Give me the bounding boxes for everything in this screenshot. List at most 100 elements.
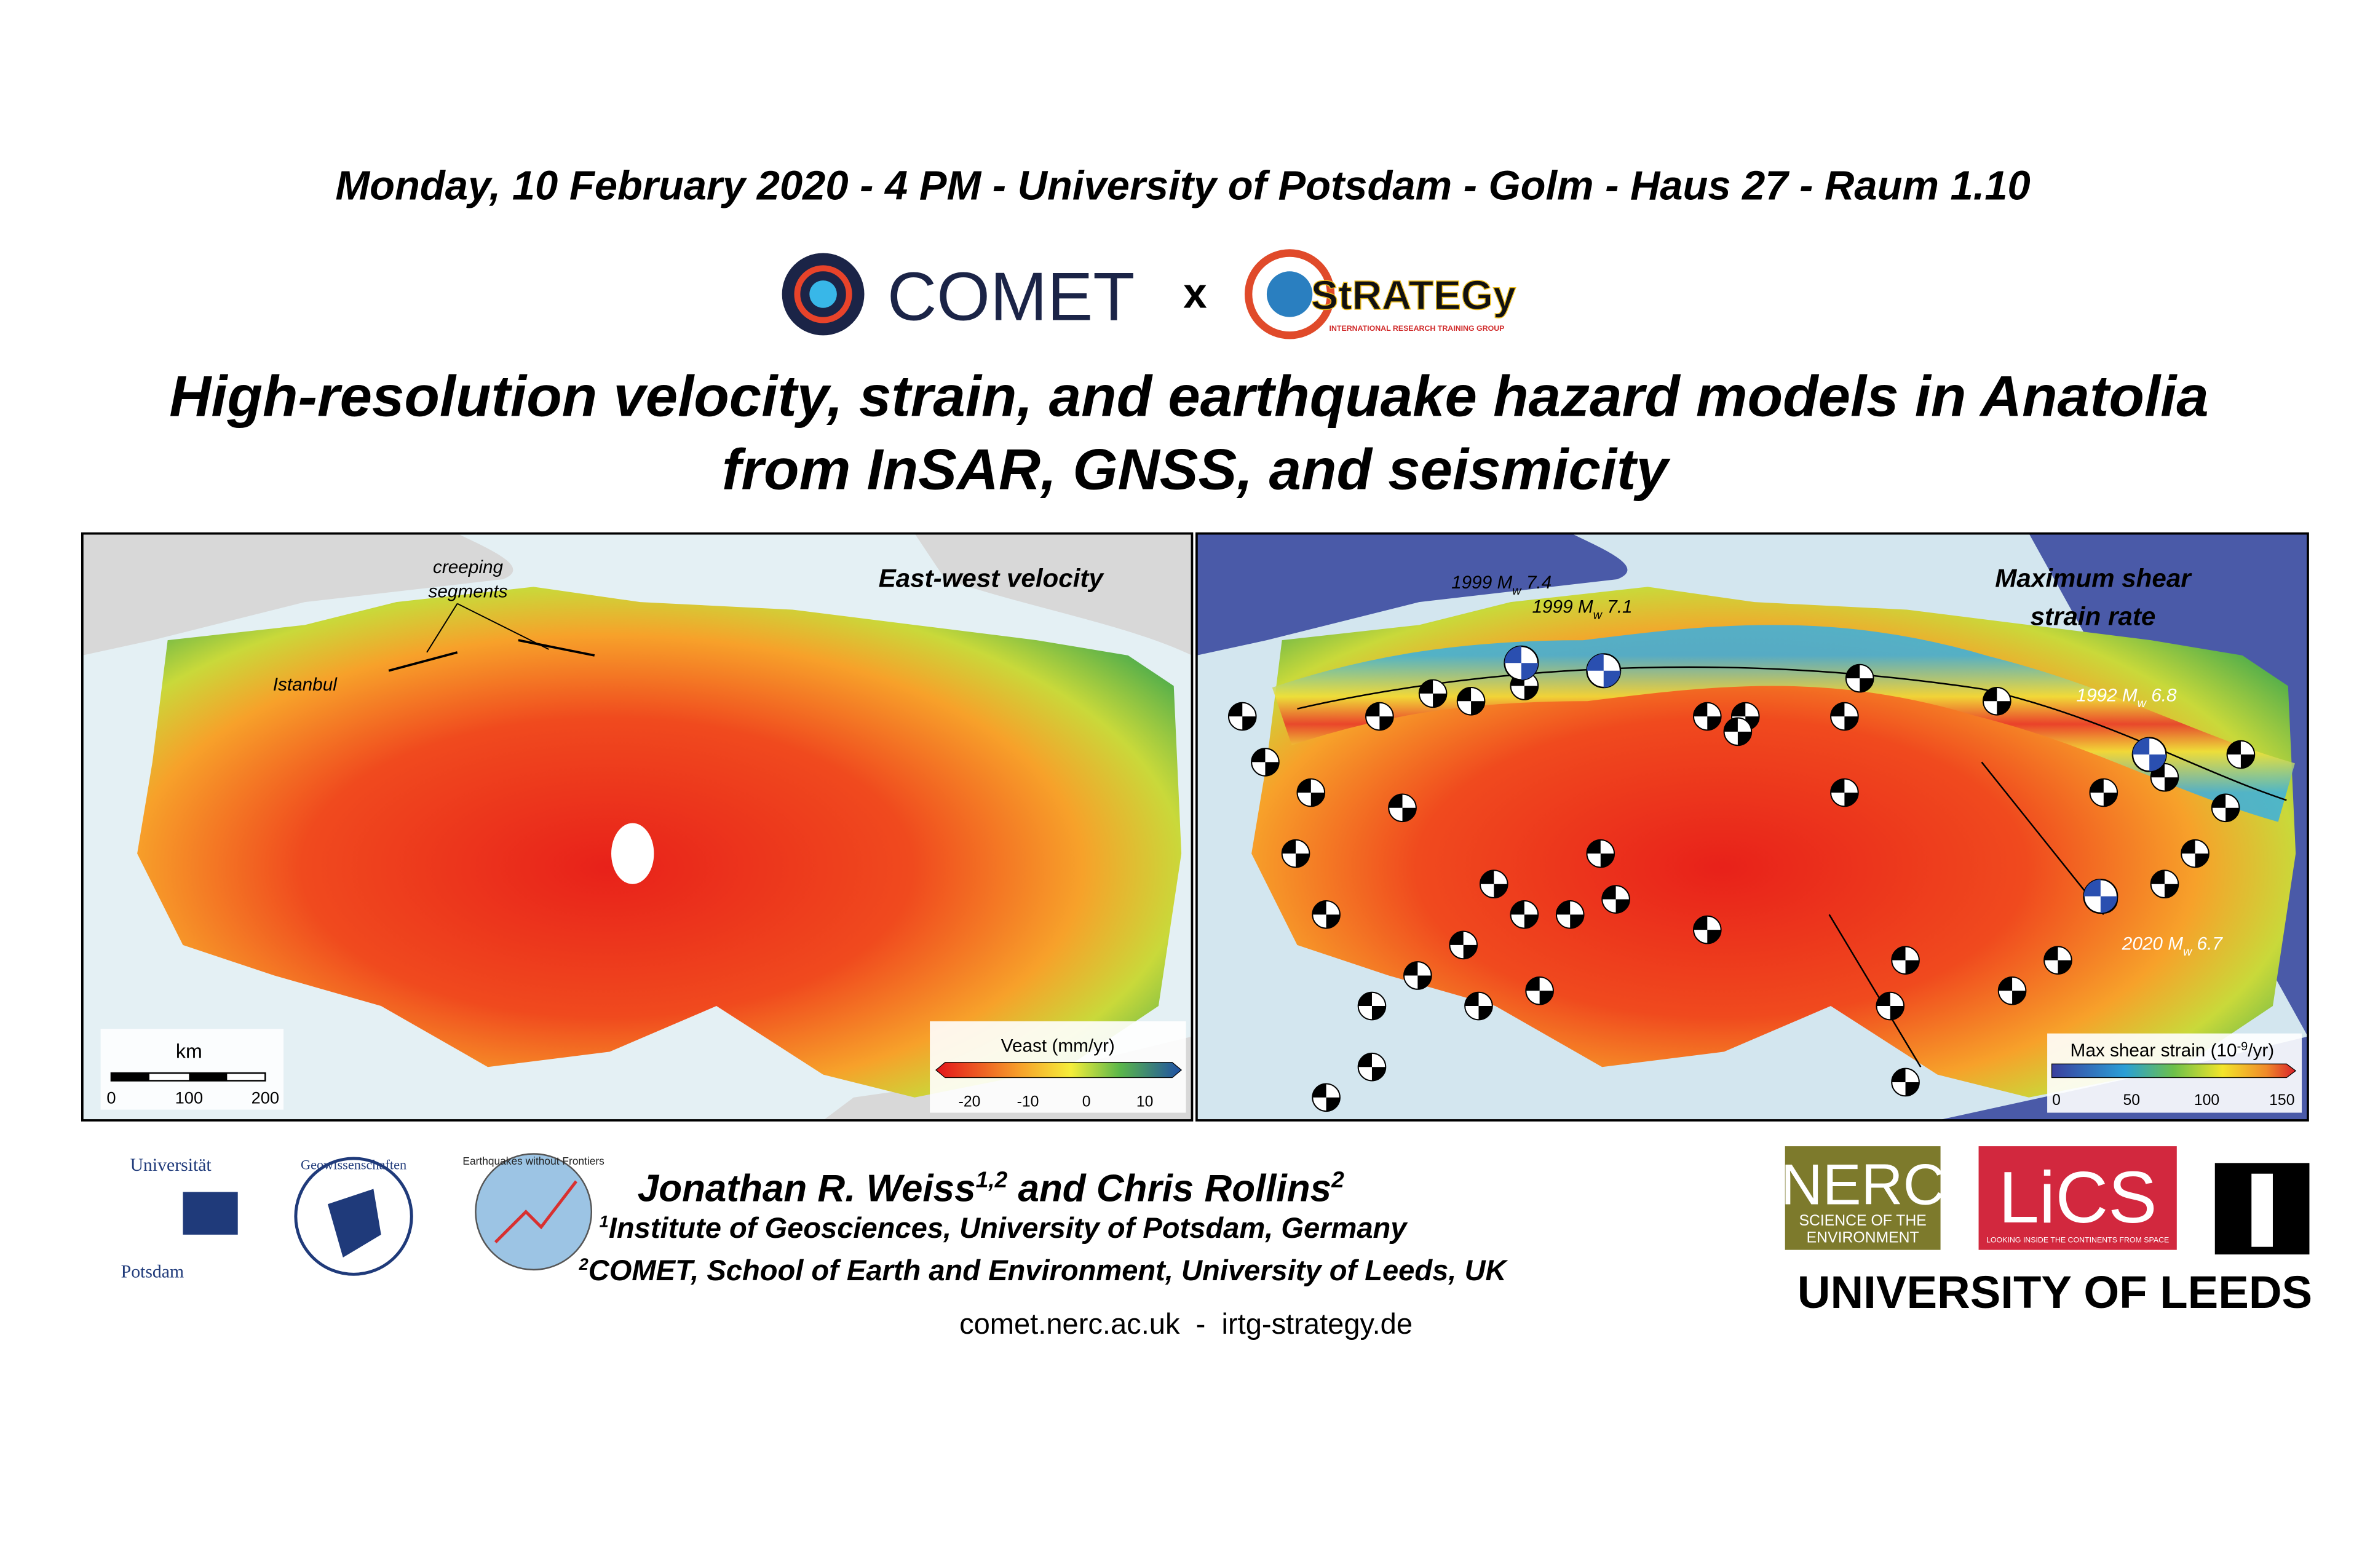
beach-ball (2226, 740, 2256, 769)
leader-line (426, 603, 549, 653)
beach-ball (1227, 702, 1257, 731)
map-frame (81, 532, 1194, 1122)
event-mag: 7.1 (1602, 597, 1633, 617)
event-year: 2020 M (2122, 933, 2183, 954)
beach-ball-quadrant (2090, 778, 2118, 807)
title-line: High-resolution velocity, strain, and ea… (169, 364, 2208, 429)
beach-ball-quadrant (1998, 976, 2026, 1005)
beach-ball-quadrant (1831, 778, 1858, 807)
comet-ring (794, 265, 852, 323)
beach-ball (1845, 663, 1874, 693)
affiliation-text: Institute of Geosciences, University of … (609, 1211, 1408, 1244)
logo-ring (294, 1157, 413, 1276)
beach-ball-quadrant (1465, 992, 1492, 1020)
beach-ball (1449, 930, 1478, 960)
map-title: strain rate (2031, 601, 2156, 630)
colorbar-tick-label: 50 (2123, 1092, 2140, 1109)
beach-ball (1525, 976, 1554, 1005)
beach-ball-quadrant (1389, 794, 1416, 822)
beach-ball (1388, 793, 1417, 823)
beach-ball-quadrant (1556, 901, 1584, 929)
beach-ball (1403, 961, 1432, 990)
logo-box (1978, 1146, 2177, 1250)
map-landmass (82, 533, 513, 655)
logo-tagline: SCIENCE OF THE (1799, 1213, 1926, 1229)
event-year: 1999 M (1532, 597, 1593, 617)
beach-ball-quadrant (2181, 839, 2209, 868)
beach-ball-quadrant (1457, 687, 1485, 715)
beach-ball (1876, 991, 1905, 1021)
velocity-field (137, 587, 1182, 1098)
beach-ball-quadrant (1251, 748, 1279, 776)
beach-ball (1982, 686, 2011, 716)
event-year: 1992 M (2076, 685, 2137, 705)
beach-ball-quadrant (1282, 839, 1310, 868)
beach-ball-quadrant (2211, 794, 2240, 822)
author-name: and Chris Rollins (1007, 1167, 1331, 1210)
logo-text: Earthquakes without Frontiers (462, 1155, 604, 1167)
beach-ball (1693, 702, 1722, 731)
beach-ball-quadrant (1693, 916, 1721, 944)
colorbar-tick-label: 0 (2052, 1092, 2061, 1109)
scale-bar-seg (189, 1073, 228, 1081)
ewf-logo: Earthquakes without Frontiers (462, 1153, 604, 1271)
map-frame (1195, 532, 2309, 1122)
beach-ball-quadrant (2227, 740, 2255, 769)
colorbar-tick-label: 150 (2269, 1092, 2294, 1109)
annotation: creeping (433, 557, 504, 577)
map-title: Maximum shear (1995, 563, 2192, 592)
beach-ball (2150, 762, 2179, 792)
logo-box (1785, 1146, 1941, 1250)
title-line: from InSAR, GNSS, and seismicity (722, 437, 1671, 502)
beach-ball (1456, 686, 1486, 716)
strategy-core (1266, 271, 1313, 317)
beach-ball-quadrant (1892, 1068, 1919, 1096)
beach-ball (1997, 976, 2027, 1005)
beach-ball (1251, 748, 1280, 777)
colorbar-title-text: Max shear strain (10 (2071, 1040, 2237, 1061)
beach-ball-quadrant (1731, 702, 1759, 731)
lics-logo: LiCS LOOKING INSIDE THE CONTINENTS FROM … (1978, 1146, 2177, 1250)
scale-bar-seg (111, 1073, 149, 1081)
logo-icon (327, 1189, 381, 1258)
logo-tagline: ENVIRONMENT (1807, 1229, 1919, 1246)
logo-text: Universität (130, 1155, 212, 1175)
beach-ball (1281, 839, 1310, 868)
logo-text: NERC (1781, 1152, 1945, 1216)
event-sub: w (1593, 608, 1603, 622)
beach-ball (1891, 946, 1920, 975)
event-mag: 6.7 (2192, 933, 2223, 954)
beach-ball-quadrant (1724, 718, 1752, 746)
beach-ball (1891, 1067, 1920, 1097)
website: comet.nerc.ac.uk - irtg-strategy.de (959, 1307, 1413, 1340)
city-label: Istanbul (273, 675, 338, 695)
logo-text: Geowissenschaften (301, 1157, 406, 1172)
logo-text: UNIVERSITY OF LEEDS (1797, 1267, 2312, 1318)
colorbar-title-end: /yr) (2248, 1040, 2274, 1061)
logo-ring (475, 1153, 593, 1271)
event-sub: w (2138, 697, 2147, 710)
beach-ball (1312, 900, 1341, 929)
colorbar-tick-label: 0 (1082, 1094, 1091, 1111)
beach-ball-quadrant (1876, 992, 1904, 1020)
beach-ball-quadrant (1845, 664, 1874, 692)
colorbar-title: Veast (mm/yr) (1001, 1035, 1115, 1056)
beach-ball-quadrant (1526, 976, 1553, 1005)
map-title: East-west velocity (879, 563, 1105, 592)
comet-text: COMET (887, 258, 1135, 335)
beach-ball (2181, 839, 2210, 868)
event-label: 1999 Mw 7.4 (1451, 572, 1552, 598)
event-year: 1999 M (1451, 572, 1512, 593)
beach-ball (1464, 991, 1493, 1021)
logo-icon (494, 1180, 577, 1244)
author-name: Jonathan R. Weiss (638, 1167, 976, 1210)
beach-ball-quadrant (1312, 1083, 1340, 1112)
affiliation: 1Institute of Geosciences, University of… (600, 1211, 1409, 1244)
event-label: 1992 Mw 6.8 (2076, 685, 2177, 710)
beach-ball (2150, 869, 2179, 899)
event-sub: w (1512, 584, 1522, 598)
geo-logo: Geowissenschaften (294, 1157, 413, 1276)
beach-ball-quadrant (1297, 778, 1325, 807)
map-landmass (914, 533, 1192, 655)
beach-ball-quadrant (1892, 946, 1919, 974)
